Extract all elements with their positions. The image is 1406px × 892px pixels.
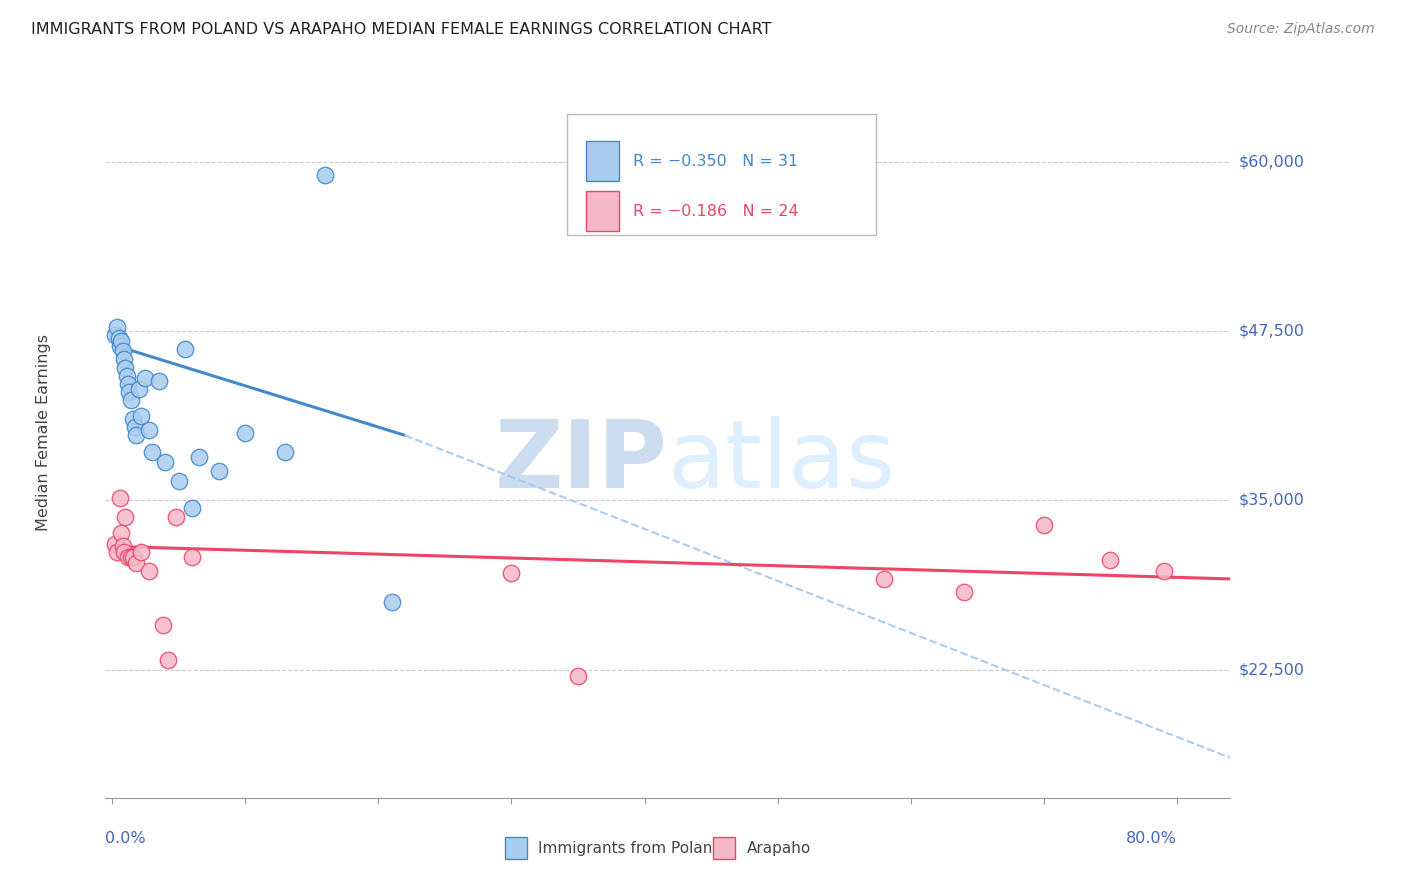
Text: $60,000: $60,000 bbox=[1239, 154, 1305, 169]
Bar bbox=[713, 837, 735, 859]
Bar bbox=[586, 141, 620, 181]
Point bbox=[120, 393, 142, 408]
Text: Source: ZipAtlas.com: Source: ZipAtlas.com bbox=[1227, 22, 1375, 37]
Point bbox=[107, 320, 129, 334]
Point bbox=[128, 382, 150, 396]
Point bbox=[118, 384, 141, 399]
Point bbox=[314, 168, 336, 182]
Text: $35,000: $35,000 bbox=[1239, 493, 1305, 508]
Point bbox=[207, 464, 229, 478]
Point bbox=[155, 455, 177, 469]
Point bbox=[110, 525, 132, 540]
Point bbox=[148, 374, 170, 388]
Point bbox=[567, 669, 589, 683]
Point bbox=[233, 425, 256, 440]
Text: Immigrants from Poland: Immigrants from Poland bbox=[538, 840, 723, 855]
Point bbox=[107, 545, 129, 559]
FancyBboxPatch shape bbox=[567, 114, 876, 235]
Point bbox=[125, 556, 148, 570]
Point bbox=[501, 566, 523, 581]
Point bbox=[120, 550, 142, 565]
Point bbox=[125, 428, 148, 442]
Point bbox=[1032, 517, 1054, 532]
Point bbox=[873, 572, 896, 586]
Point bbox=[134, 371, 156, 385]
Point bbox=[138, 423, 160, 437]
Point bbox=[114, 360, 136, 375]
Point bbox=[141, 444, 163, 458]
Text: R = −0.350   N = 31: R = −0.350 N = 31 bbox=[633, 153, 799, 169]
Point bbox=[112, 352, 135, 367]
Text: Median Female Earnings: Median Female Earnings bbox=[37, 334, 51, 531]
Point bbox=[953, 585, 976, 599]
Point bbox=[110, 334, 132, 348]
Point bbox=[167, 475, 190, 489]
Point bbox=[1099, 553, 1122, 567]
Text: R = −0.186   N = 24: R = −0.186 N = 24 bbox=[633, 203, 799, 219]
Point bbox=[187, 450, 209, 464]
Text: IMMIGRANTS FROM POLAND VS ARAPAHO MEDIAN FEMALE EARNINGS CORRELATION CHART: IMMIGRANTS FROM POLAND VS ARAPAHO MEDIAN… bbox=[31, 22, 772, 37]
Point bbox=[122, 412, 145, 426]
Point bbox=[381, 595, 404, 609]
Text: $47,500: $47,500 bbox=[1239, 324, 1305, 339]
Point bbox=[117, 550, 139, 565]
Point bbox=[122, 550, 145, 565]
Text: 0.0%: 0.0% bbox=[105, 831, 146, 847]
Bar bbox=[505, 837, 527, 859]
Point bbox=[1153, 564, 1175, 578]
Point bbox=[174, 342, 197, 356]
Point bbox=[104, 328, 127, 343]
Text: Arapaho: Arapaho bbox=[747, 840, 811, 855]
Point bbox=[181, 550, 204, 565]
Point bbox=[274, 444, 297, 458]
Point bbox=[138, 564, 160, 578]
Text: ZIP: ZIP bbox=[495, 416, 668, 508]
Point bbox=[108, 491, 131, 505]
Point bbox=[117, 376, 139, 391]
Point bbox=[131, 545, 153, 559]
Point bbox=[165, 509, 187, 524]
Point bbox=[107, 331, 129, 345]
Point bbox=[156, 653, 179, 667]
Bar bbox=[586, 191, 620, 231]
Text: 80.0%: 80.0% bbox=[1126, 831, 1177, 847]
Point bbox=[152, 618, 174, 632]
Text: $22,500: $22,500 bbox=[1239, 662, 1305, 677]
Point bbox=[111, 540, 134, 554]
Point bbox=[108, 339, 131, 353]
Point bbox=[111, 344, 134, 359]
Point bbox=[104, 537, 127, 551]
Point bbox=[112, 545, 135, 559]
Point bbox=[131, 409, 153, 424]
Point bbox=[181, 501, 204, 516]
Point bbox=[115, 368, 138, 383]
Point bbox=[124, 420, 146, 434]
Text: atlas: atlas bbox=[668, 416, 896, 508]
Point bbox=[114, 509, 136, 524]
